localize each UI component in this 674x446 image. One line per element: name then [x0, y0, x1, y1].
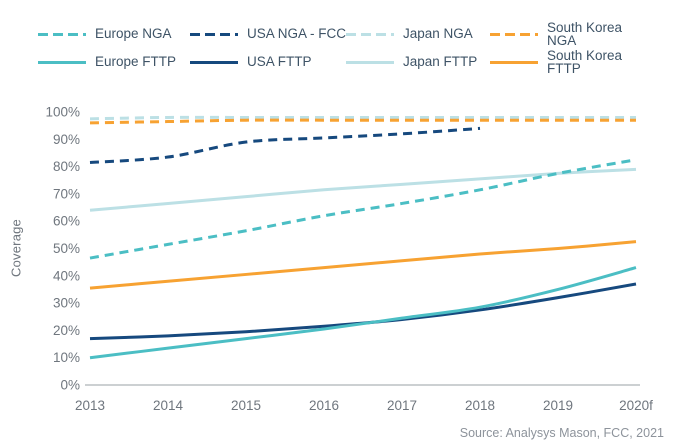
legend-swatch-dashed: [38, 32, 86, 36]
y-tick-label: 60%: [53, 214, 80, 229]
series-line-europe-nga: [89, 158, 637, 260]
legend-label: Japan NGA: [403, 26, 473, 42]
series-line-south-korea-fttp: [89, 240, 637, 290]
legend-swatch-solid: [190, 60, 238, 64]
y-tick-label: 40%: [53, 268, 80, 283]
legend-label: Europe FTTP: [95, 54, 177, 70]
y-tick-label: 50%: [53, 241, 80, 256]
x-tick-label: 2017: [387, 398, 417, 413]
legend-label: South Korea FTTP: [547, 47, 623, 76]
x-tick-label: 2014: [153, 398, 184, 413]
legend-item: South Korea NGA: [490, 19, 654, 48]
legend-label: Japan FTTP: [403, 54, 478, 70]
y-tick-label: 30%: [53, 296, 80, 311]
legend-swatch-dashed: [346, 32, 394, 36]
legend-swatch-dashed: [490, 32, 538, 36]
y-tick-label: 70%: [53, 186, 80, 201]
legend-label: South Korea NGA: [547, 19, 623, 48]
legend-item: South Korea FTTP: [490, 47, 654, 76]
legend-label: USA FTTP: [247, 54, 312, 70]
series-line-usa-nga-fcc: [89, 126, 481, 165]
x-tick-label: 2018: [465, 398, 495, 413]
y-tick-label: 10%: [53, 350, 80, 365]
legend-item: Japan NGA: [346, 27, 490, 41]
x-tick-label: 2020f: [619, 398, 653, 413]
legend-swatch-solid: [346, 60, 394, 64]
legend-label: USA NGA - FCC: [247, 26, 347, 42]
legend-swatch-solid: [38, 60, 86, 64]
legend-item: Europe NGA: [38, 27, 190, 41]
legend-item: Europe FTTP: [38, 55, 190, 69]
legend-swatch-dashed: [190, 32, 238, 36]
legend-item: Japan FTTP: [346, 55, 490, 69]
legend-item: USA NGA - FCC: [190, 27, 346, 41]
series-line-usa-fttp: [89, 282, 637, 341]
chart-legend: Europe NGA USA NGA - FCC Japan NGA South Ko…: [38, 20, 654, 76]
series-line-japan-nga: [89, 115, 636, 121]
y-tick-label: 90%: [53, 132, 80, 147]
x-tick-label: 2015: [231, 398, 261, 413]
legend-swatch-solid: [490, 60, 538, 64]
source-note: Source: Analysys Mason, FCC, 2021: [459, 426, 664, 440]
x-tick-label: 2016: [309, 398, 339, 413]
x-tick-label: 2013: [75, 398, 105, 413]
y-tick-label: 80%: [53, 159, 80, 174]
legend-label: Europe NGA: [95, 26, 172, 42]
y-tick-label: 100%: [45, 105, 80, 120]
x-tick-label: 2019: [543, 398, 573, 413]
series-line-south-korea-nga: [89, 118, 636, 125]
series-line-europe-fttp: [89, 266, 637, 360]
y-tick-label: 20%: [53, 323, 80, 338]
y-tick-label: 0%: [60, 378, 80, 393]
legend-item: USA FTTP: [190, 55, 346, 69]
